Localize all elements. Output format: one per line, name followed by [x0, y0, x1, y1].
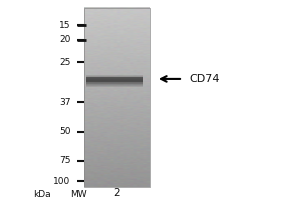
- Bar: [85, 77, 142, 82]
- Text: 25: 25: [59, 58, 70, 67]
- Text: 75: 75: [59, 156, 70, 165]
- Text: 2: 2: [114, 188, 120, 198]
- Text: 100: 100: [53, 177, 70, 186]
- Bar: [85, 75, 142, 80]
- Bar: [85, 76, 142, 81]
- Bar: [85, 80, 142, 84]
- Text: 50: 50: [59, 127, 70, 136]
- Text: kDa: kDa: [33, 190, 51, 199]
- Bar: [85, 81, 142, 86]
- Text: 37: 37: [59, 98, 70, 107]
- Text: 20: 20: [59, 35, 70, 44]
- Text: MW: MW: [70, 190, 86, 199]
- Bar: [85, 80, 142, 85]
- Bar: [85, 77, 142, 82]
- Text: CD74: CD74: [189, 74, 220, 84]
- Bar: [85, 78, 142, 83]
- Bar: [85, 79, 142, 84]
- Bar: [85, 77, 142, 81]
- Bar: [84, 8, 150, 187]
- Text: 15: 15: [59, 21, 70, 30]
- Bar: [85, 82, 142, 87]
